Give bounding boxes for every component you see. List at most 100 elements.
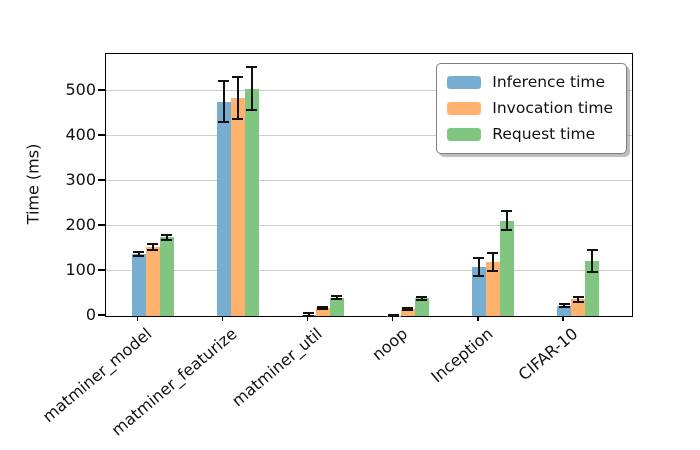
error-bar-cap <box>161 233 172 236</box>
error-bar-cap <box>232 75 244 78</box>
error-bar-cap <box>246 66 258 69</box>
bar-request-3 <box>414 298 429 316</box>
error-bar-cap <box>416 296 428 299</box>
legend-entry: Invocation time <box>447 99 613 117</box>
bar-inference-0 <box>131 253 146 316</box>
plot-area: Inference time Invocation time Request t… <box>105 53 633 317</box>
error-bar-cap <box>133 250 144 253</box>
x-tick <box>477 316 479 322</box>
bar-request-1 <box>244 88 259 316</box>
y-tick <box>98 269 105 271</box>
x-tick-label: noop <box>368 324 412 365</box>
error-bar-cap <box>232 118 244 121</box>
error-bar <box>137 251 140 257</box>
y-tick <box>98 224 105 226</box>
y-tick-label: 300 <box>65 169 96 189</box>
legend-swatch-inference <box>447 75 482 89</box>
error-bar <box>307 313 310 316</box>
y-tick-label: 500 <box>65 79 96 99</box>
x-tick <box>221 316 224 322</box>
error-bar <box>236 76 239 120</box>
y-tick <box>98 89 105 91</box>
error-bar-cap <box>558 303 570 306</box>
y-tick-label: 0 <box>85 305 96 324</box>
error-bar <box>563 304 565 307</box>
error-bar <box>477 258 480 277</box>
bar-invocation-2 <box>315 307 330 316</box>
bar-request-2 <box>329 297 344 316</box>
error-bar-cap <box>246 109 258 112</box>
error-bar <box>577 296 579 303</box>
y-tick-label: 200 <box>65 214 96 234</box>
error-bar-cap <box>586 248 598 251</box>
error-bar-cap <box>218 120 230 123</box>
legend-swatch-request <box>447 127 482 141</box>
error-bar-cap <box>388 315 400 317</box>
bar-invocation-0 <box>145 247 160 316</box>
bar-invocation-1 <box>230 98 245 316</box>
bar-inference-4 <box>471 267 486 316</box>
error-bar-cap <box>331 297 343 300</box>
bar-request-5 <box>585 261 599 316</box>
error-bar <box>250 67 253 111</box>
error-bar-cap <box>402 309 414 312</box>
error-bar-cap <box>572 301 584 304</box>
legend-label: Invocation time <box>492 99 613 117</box>
error-bar-cap <box>147 249 158 252</box>
gridline <box>106 180 632 182</box>
error-bar-cap <box>303 312 315 315</box>
error-bar-cap <box>317 307 329 310</box>
gridline <box>106 135 632 137</box>
error-bar <box>335 296 338 299</box>
x-tick-label: Inception <box>426 324 497 387</box>
bar-request-0 <box>159 237 174 316</box>
error-bar <box>420 297 423 300</box>
error-bar-cap <box>501 209 513 212</box>
y-tick-label: 100 <box>65 259 96 279</box>
error-bar-cap <box>501 229 513 232</box>
x-tick <box>562 316 564 322</box>
bar-invocation-4 <box>485 261 500 316</box>
legend-label: Inference time <box>492 73 606 91</box>
error-bar-cap <box>487 251 499 254</box>
y-axis-title: Time (ms) <box>23 143 43 225</box>
legend-label: Request time <box>492 125 596 143</box>
error-bar-cap <box>303 315 315 317</box>
y-tick-label: 400 <box>65 124 96 144</box>
bar-request-4 <box>499 220 514 316</box>
bar-inference-5 <box>557 305 571 316</box>
error-bar-cap <box>416 298 428 301</box>
error-bar-cap <box>487 269 499 272</box>
error-bar-cap <box>218 80 230 83</box>
legend-swatch-invocation <box>447 101 482 115</box>
x-tick <box>392 316 394 322</box>
gridline <box>106 270 632 272</box>
error-bar <box>591 249 593 273</box>
error-bar-cap <box>331 295 343 298</box>
x-tick <box>136 316 139 322</box>
error-bar <box>151 243 154 251</box>
x-tick-label: CIFAR-10 <box>514 324 582 385</box>
error-bar-cap <box>147 242 158 245</box>
error-bar-cap <box>473 275 485 278</box>
gridline <box>106 90 632 92</box>
error-bar-cap <box>317 305 329 308</box>
error-bar-cap <box>402 307 414 310</box>
y-tick <box>98 314 105 316</box>
error-bar-cap <box>586 271 598 274</box>
x-tick-label: matminer_util <box>228 324 326 411</box>
legend: Inference time Invocation time Request t… <box>436 63 627 154</box>
x-tick <box>307 316 309 322</box>
error-bar-cap <box>161 238 172 241</box>
error-bar <box>491 252 494 271</box>
y-tick <box>98 179 105 181</box>
error-bar-cap <box>133 255 144 258</box>
error-bar-cap <box>572 295 584 298</box>
error-bar <box>222 81 225 122</box>
bar-invocation-3 <box>400 309 415 316</box>
error-bar <box>505 210 508 231</box>
error-bar-cap <box>473 257 485 260</box>
legend-entry: Inference time <box>447 73 613 91</box>
legend-entry: Request time <box>447 125 613 143</box>
